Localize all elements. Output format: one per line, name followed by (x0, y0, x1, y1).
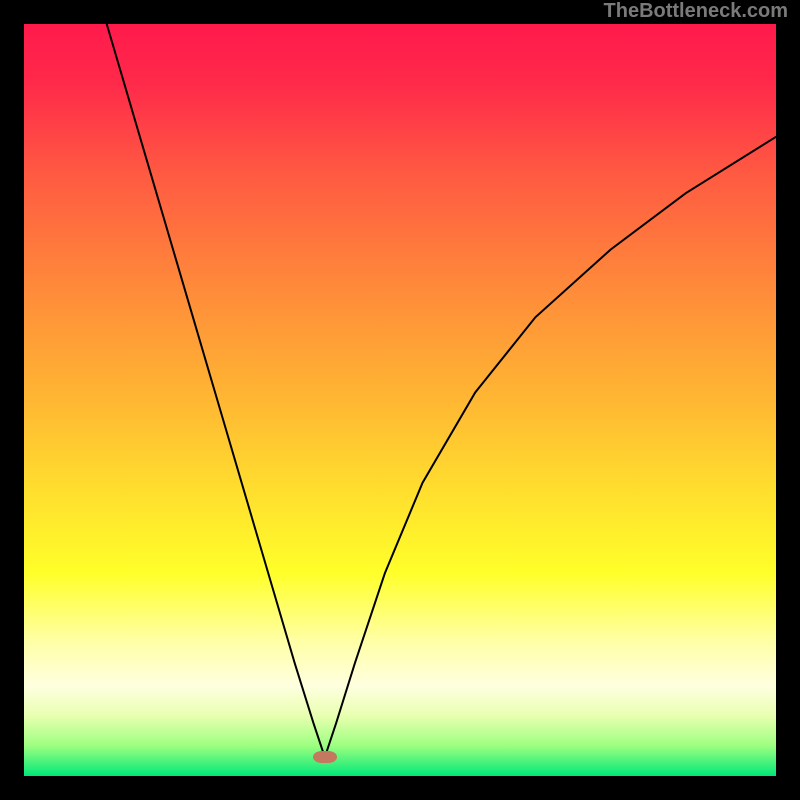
chart-container: TheBottleneck.com (0, 0, 800, 800)
plot-background (24, 24, 776, 776)
minimum-marker (313, 751, 337, 763)
watermark-text: TheBottleneck.com (604, 0, 788, 23)
